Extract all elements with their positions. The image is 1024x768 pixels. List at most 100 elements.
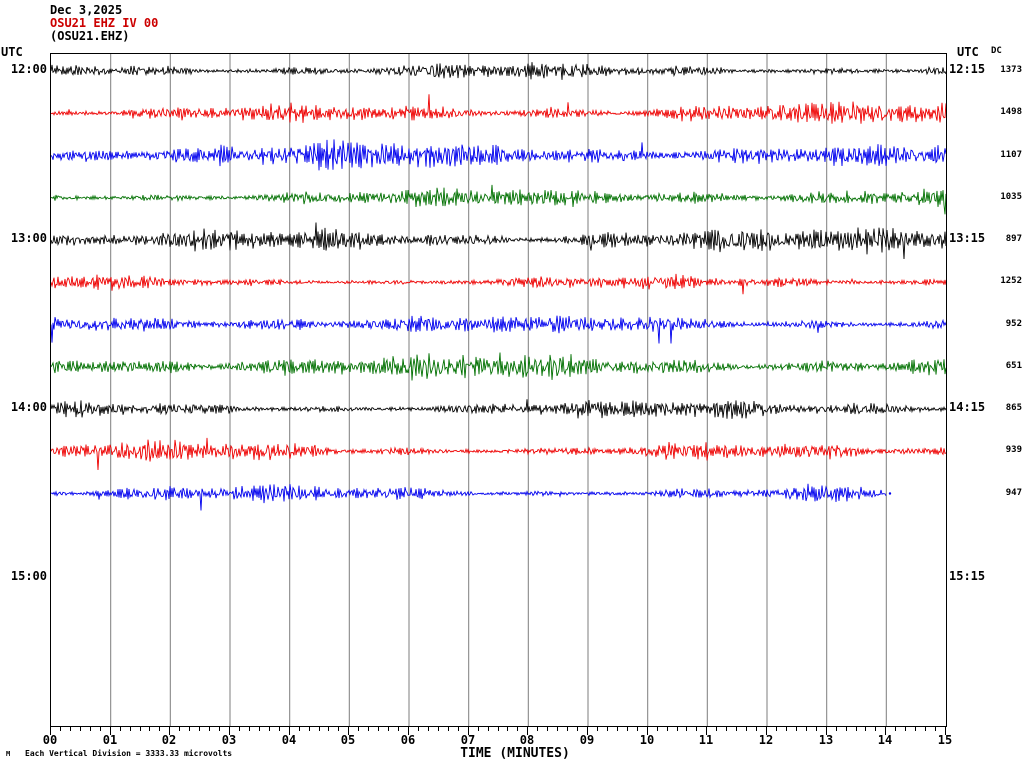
x-minor-tick (140, 726, 141, 731)
x-minor-tick (378, 726, 379, 731)
time-label-left-1500: 15:00 (10, 569, 47, 583)
plot-area (50, 53, 947, 727)
x-major-tick (50, 726, 51, 735)
corner-mark: M (6, 750, 11, 758)
x-minor-tick (239, 726, 240, 731)
x-major-tick (527, 726, 528, 735)
x-minor-tick (935, 726, 936, 731)
x-minor-tick (816, 726, 817, 731)
utc-title-left: UTC (1, 45, 23, 59)
header-station-paren: (OSU21.EHZ) (50, 29, 130, 43)
x-minor-tick (726, 726, 727, 731)
time-label-left-1400: 14:00 (10, 400, 47, 414)
x-minor-tick (179, 726, 180, 731)
x-major-tick (408, 726, 409, 735)
x-major-tick (110, 726, 111, 735)
seismogram-trace-1430 (51, 483, 887, 511)
trace-end-dot (888, 492, 892, 495)
x-minor-tick (915, 726, 916, 731)
time-label-left-1200: 12:00 (10, 62, 47, 76)
x-tick-label-04: 04 (281, 733, 297, 747)
time-label-right-1515: 15:15 (949, 569, 986, 583)
seismogram-trace-1345 (51, 352, 946, 381)
x-minor-tick (60, 726, 61, 731)
time-label-right-1215: 12:15 (949, 62, 986, 76)
x-minor-tick (199, 726, 200, 731)
seismogram-canvas (51, 54, 946, 726)
x-tick-label-10: 10 (639, 733, 655, 747)
x-minor-tick (547, 726, 548, 731)
seismogram-trace-1400 (51, 399, 946, 419)
x-minor-tick (875, 726, 876, 731)
x-major-tick (706, 726, 707, 735)
dc-value-row-3: 1035 (1000, 191, 1022, 202)
x-minor-tick (338, 726, 339, 731)
x-major-tick (826, 726, 827, 735)
x-minor-tick (319, 726, 320, 731)
x-minor-tick (567, 726, 568, 731)
header-station-id: OSU21 EHZ IV 00 (50, 16, 159, 30)
dc-value-row-8: 865 (1005, 403, 1022, 413)
x-tick-label-02: 02 (161, 733, 177, 747)
dc-value-row-10: 947 (1005, 487, 1022, 498)
x-minor-tick (895, 726, 896, 731)
x-minor-tick (746, 726, 747, 731)
x-minor-tick (478, 726, 479, 731)
x-minor-tick (249, 726, 250, 731)
x-minor-tick (309, 726, 310, 731)
x-minor-tick (130, 726, 131, 731)
x-minor-tick (70, 726, 71, 731)
x-minor-tick (786, 726, 787, 731)
x-minor-tick (358, 726, 359, 731)
x-minor-tick (269, 726, 270, 731)
seismogram-trace-1215 (51, 94, 946, 124)
x-minor-tick (537, 726, 538, 731)
x-major-tick (229, 726, 230, 735)
seismogram-trace-1245 (51, 184, 946, 215)
dc-value-row-2: 1107 (1000, 149, 1022, 160)
x-tick-label-08: 08 (519, 733, 535, 747)
dc-column-title: DC (991, 46, 1002, 56)
seismogram-trace-1330 (51, 315, 946, 344)
x-tick-label-00: 00 (42, 733, 58, 747)
x-minor-tick (667, 726, 668, 731)
x-minor-tick (627, 726, 628, 731)
x-minor-tick (846, 726, 847, 731)
x-minor-tick (219, 726, 220, 731)
seismogram-trace-1315 (51, 273, 946, 295)
dc-value-row-0: 1373 (1000, 65, 1022, 75)
seismogram-trace-1415 (51, 437, 946, 471)
x-major-tick (348, 726, 349, 735)
x-minor-tick (925, 726, 926, 731)
x-minor-tick (209, 726, 210, 731)
x-minor-tick (398, 726, 399, 731)
seismogram-trace-1230 (51, 139, 946, 171)
x-minor-tick (428, 726, 429, 731)
x-minor-tick (149, 726, 150, 731)
x-minor-tick (507, 726, 508, 731)
time-label-right-1315: 13:15 (949, 231, 986, 245)
x-minor-tick (597, 726, 598, 731)
x-minor-tick (686, 726, 687, 731)
x-minor-tick (418, 726, 419, 731)
x-minor-tick (100, 726, 101, 731)
x-minor-tick (557, 726, 558, 731)
x-major-tick (468, 726, 469, 735)
x-minor-tick (657, 726, 658, 731)
x-minor-tick (438, 726, 439, 731)
x-minor-tick (806, 726, 807, 731)
x-minor-tick (856, 726, 857, 731)
x-major-tick (647, 726, 648, 735)
x-minor-tick (716, 726, 717, 731)
seismogram-trace-1200 (51, 62, 946, 80)
time-label-right-1415: 14:15 (949, 400, 986, 414)
x-minor-tick (796, 726, 797, 731)
x-tick-label-15: 15 (937, 733, 953, 747)
x-tick-label-12: 12 (758, 733, 774, 747)
x-tick-label-11: 11 (698, 733, 714, 747)
dc-value-row-5: 1252 (1000, 276, 1022, 287)
x-minor-tick (299, 726, 300, 731)
x-tick-label-03: 03 (221, 733, 237, 747)
x-major-tick (766, 726, 767, 735)
dc-value-row-1: 1498 (1000, 107, 1022, 118)
